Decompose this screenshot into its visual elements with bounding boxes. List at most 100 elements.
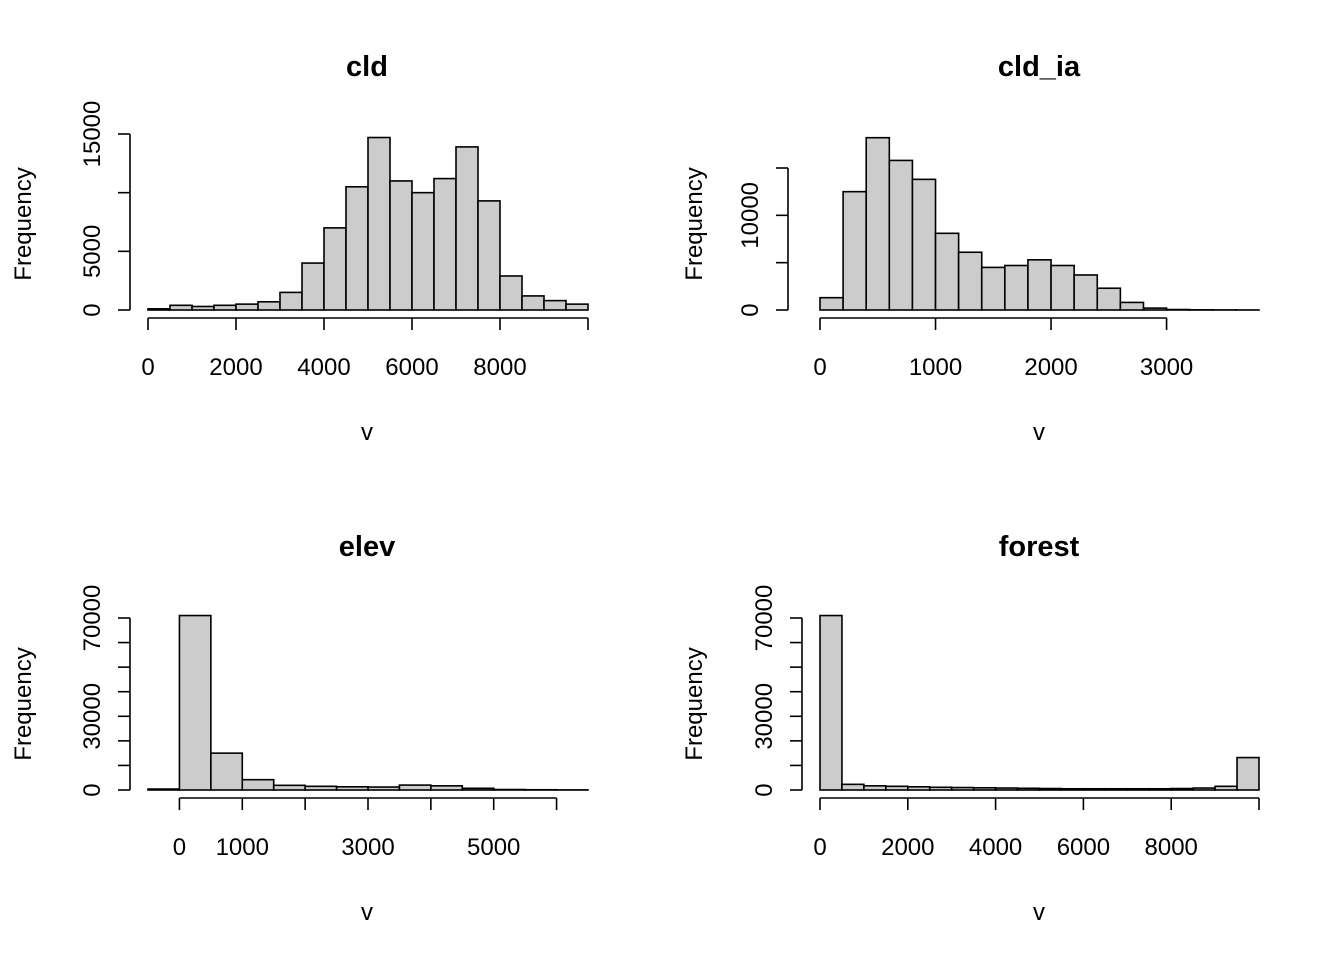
y-tick-label: 10000 [737, 182, 764, 249]
histogram-bar [257, 300, 281, 311]
y-tick-label: 70000 [751, 585, 778, 652]
histogram-bar [455, 146, 479, 311]
histogram-bar [147, 308, 171, 311]
histogram-bar [235, 303, 259, 311]
histogram-bar [911, 178, 937, 311]
y-tick-label: 0 [79, 303, 106, 316]
y-axis-label: Frequency [681, 167, 708, 280]
histogram-bar [819, 614, 843, 791]
x-tick-label: 0 [141, 354, 154, 381]
histogram-bar [928, 786, 953, 791]
histogram-bar [147, 788, 181, 791]
x-tick-label: 6000 [385, 354, 438, 381]
y-tick-label: 5000 [79, 225, 106, 278]
y-tick-label: 0 [751, 783, 778, 796]
histogram-bar [994, 787, 1019, 791]
histogram-bar [1050, 264, 1075, 311]
x-axis-label: v [361, 419, 373, 446]
histogram-bar [1027, 259, 1052, 311]
histogram-bar [213, 304, 237, 311]
histogram-bar [499, 275, 523, 311]
histogram-bar [191, 305, 215, 311]
histogram-bar [461, 787, 495, 791]
histogram-bar [241, 778, 275, 791]
histogram-bar [957, 251, 983, 311]
y-tick-label: 15000 [79, 101, 106, 168]
x-tick-label: 5000 [467, 834, 520, 861]
x-tick-label: 6000 [1057, 834, 1110, 861]
histogram-bar [1119, 301, 1145, 311]
x-tick-label: 4000 [297, 354, 350, 381]
histogram-panel-cld-ia: cld_ia Frequency v 0 1000 2000 3000 0 10000 [681, 51, 1260, 446]
histogram-bar [543, 299, 567, 311]
x-tick-label: 3000 [341, 834, 394, 861]
y-axis-label: Frequency [10, 167, 37, 280]
histogram-bar [1148, 787, 1173, 791]
histogram-bar [1060, 787, 1085, 791]
histogram-bar [950, 786, 975, 791]
histogram-bar [210, 752, 244, 791]
y-axis-label: Frequency [10, 647, 37, 760]
histogram-bar [841, 783, 865, 791]
x-tick-label: 2000 [209, 354, 262, 381]
x-tick-label: 8000 [1145, 834, 1198, 861]
histogram-bar [819, 296, 844, 311]
chart-title: elev [339, 531, 395, 563]
histogram-bar [389, 180, 413, 311]
histogram-bar [301, 262, 325, 311]
histogram-bar [980, 266, 1006, 311]
histogram-bar [304, 785, 338, 791]
histogram-bar [888, 159, 914, 311]
histogram-bar [1096, 287, 1122, 311]
y-tick-label: 30000 [79, 683, 106, 750]
histogram-bar [521, 295, 545, 311]
histogram-bar [1082, 787, 1107, 791]
histogram-bar [863, 785, 887, 791]
histogram-bar [865, 136, 891, 311]
histogram-bar [1214, 785, 1238, 791]
histogram-bar [1038, 787, 1063, 791]
x-tick-label: 0 [173, 834, 186, 861]
histogram-bar [972, 786, 997, 791]
chart-title: forest [999, 531, 1080, 563]
histogram-bar [398, 784, 432, 791]
y-tick-label: 70000 [79, 585, 106, 652]
x-tick-label: 0 [813, 834, 826, 861]
x-axis-label: v [1033, 899, 1045, 926]
histogram-bar [430, 785, 464, 791]
histogram-bar [169, 304, 193, 311]
y-tick-label: 0 [79, 783, 106, 796]
x-tick-label: 1000 [216, 834, 269, 861]
histogram-bar [1192, 787, 1216, 791]
x-tick-label: 3000 [1140, 354, 1193, 381]
histogram-bar [367, 136, 391, 311]
histogram-bar [885, 785, 909, 791]
histogram-bar [272, 784, 306, 791]
histogram-bar [906, 786, 931, 791]
x-tick-label: 1000 [909, 354, 962, 381]
y-axis-label: Frequency [681, 647, 708, 760]
histogram-bar [279, 291, 303, 311]
x-axis-label: v [361, 899, 373, 926]
x-tick-label: 4000 [969, 834, 1022, 861]
histogram-bar [565, 303, 589, 311]
histogram-bar [335, 786, 369, 791]
histogram-bar [477, 200, 501, 311]
histogram-bar [1004, 264, 1029, 311]
histogram-bar [1104, 787, 1129, 791]
histogram-bar [1016, 787, 1041, 791]
histogram-panel-elev: elev Frequency v 0 1000 3000 5000 0 30000 7000… [10, 531, 589, 926]
histogram-panel-forest: forest Frequency v 0 2000 4000 6000 8000 0 300… [681, 531, 1260, 926]
histogram-bar [367, 786, 401, 791]
histogram-bar [178, 614, 212, 791]
x-tick-label: 2000 [1024, 354, 1077, 381]
histogram-bar [1236, 756, 1260, 791]
x-tick-label: 0 [813, 354, 826, 381]
x-tick-label: 8000 [473, 354, 526, 381]
y-tick-label: 0 [737, 303, 764, 316]
histogram-panel-cld: cld Frequency v 0 2000 4000 6000 8000 0 5000 15… [10, 51, 589, 446]
histogram-bar [842, 190, 868, 311]
histogram-bar [1170, 787, 1194, 791]
histogram-bar [345, 186, 369, 311]
histogram-bar [1142, 307, 1168, 311]
